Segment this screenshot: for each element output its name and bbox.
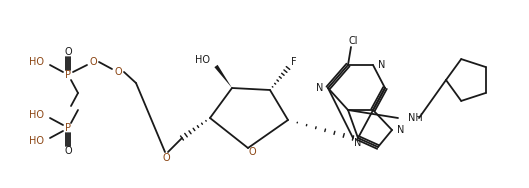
Text: N: N	[354, 138, 362, 148]
Text: HO: HO	[29, 110, 44, 120]
Polygon shape	[214, 65, 232, 88]
Text: O: O	[64, 146, 72, 156]
Text: F: F	[291, 57, 297, 67]
Text: P: P	[65, 70, 71, 80]
Text: N: N	[397, 125, 404, 135]
Text: O: O	[64, 47, 72, 57]
Text: HO: HO	[29, 136, 44, 146]
Text: P: P	[65, 123, 71, 133]
Text: HO: HO	[29, 57, 44, 67]
Text: Cl: Cl	[348, 36, 358, 46]
Text: O: O	[248, 147, 256, 157]
Text: O: O	[114, 67, 122, 77]
Text: NH: NH	[408, 113, 423, 123]
Text: O: O	[162, 153, 170, 163]
Text: HO: HO	[195, 55, 210, 65]
Text: N: N	[378, 60, 385, 70]
Text: N: N	[316, 83, 323, 93]
Text: O: O	[89, 57, 97, 67]
